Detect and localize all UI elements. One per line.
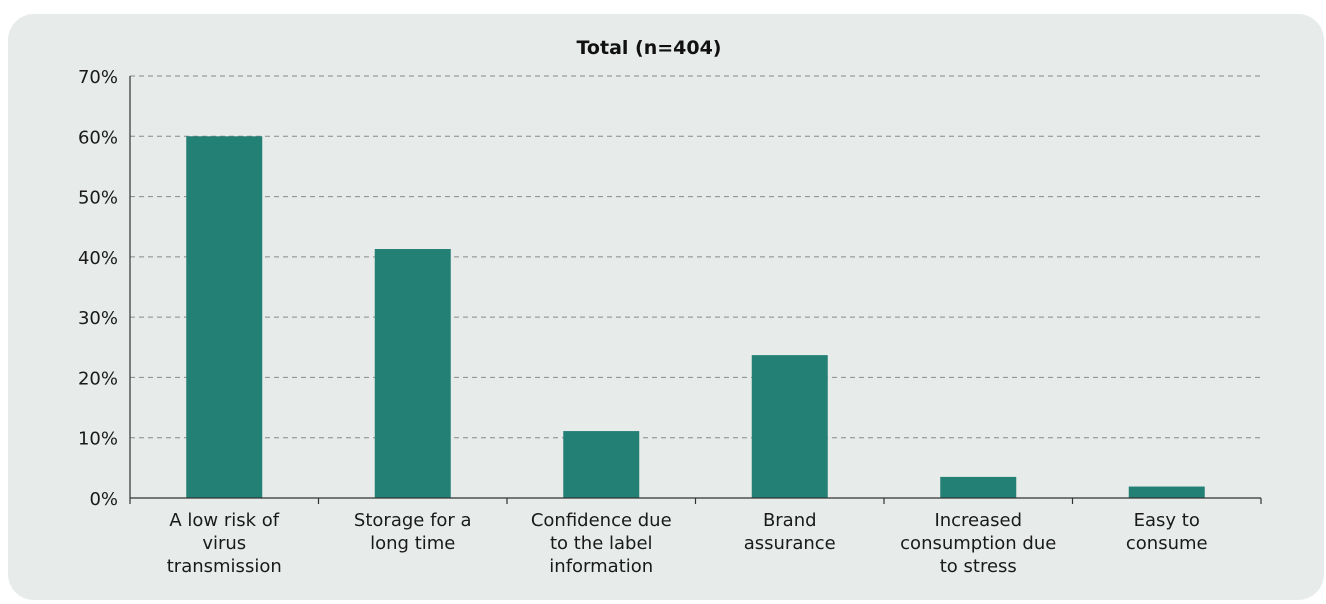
x-tick-label-line: long time: [370, 533, 455, 554]
x-tick-label-line: Brand: [763, 510, 817, 531]
bar-chart: 0% 10% 20% 30% 40% 50% 60% 70% A low risk of viru…: [78, 37, 1262, 577]
x-tick-label-line: transmission: [167, 556, 282, 577]
y-tick-label: 30%: [78, 308, 118, 329]
y-tick-label: 20%: [78, 368, 118, 389]
x-tick-label-line: to stress: [940, 556, 1017, 577]
bar: [374, 249, 451, 498]
bars: [186, 136, 1205, 498]
x-tick-label-line: assurance: [744, 533, 836, 554]
x-tick-label: A low risk of virus transmission: [167, 510, 282, 577]
x-tick-label: Storage for a long time: [354, 510, 472, 554]
chart-panel: 0% 10% 20% 30% 40% 50% 60% 70% A low risk of viru…: [8, 14, 1324, 600]
bar: [1128, 486, 1205, 498]
x-tick-label-line: Increased: [934, 510, 1022, 531]
x-tick-label: Increased consumption due to stress: [900, 510, 1056, 577]
axes: [129, 76, 1262, 504]
x-tick-label-line: A low risk of: [169, 510, 279, 531]
x-tick-label-line: Storage for a: [354, 510, 472, 531]
x-tick-label-line: virus: [202, 533, 246, 554]
bar: [186, 136, 263, 498]
x-tick-label-line: Easy to: [1134, 510, 1200, 531]
figure-caption-cut-off: [0, 0, 1326, 8]
x-tick-label-line: to the label: [550, 533, 653, 554]
bar: [940, 476, 1017, 498]
y-tick-label: 40%: [78, 248, 118, 269]
bar: [751, 355, 828, 498]
x-tick-label-line: consume: [1126, 533, 1208, 554]
x-tick-label-line: consumption due: [900, 533, 1056, 554]
x-tick-label: Easy to consume: [1126, 510, 1208, 554]
y-tick-label: 60%: [78, 127, 118, 148]
x-tick-label: Brand assurance: [744, 510, 836, 554]
y-tick-label: 0%: [89, 489, 118, 510]
x-tick-label: Confidence due to the label information: [531, 510, 672, 577]
y-tick-label: 50%: [78, 188, 118, 209]
x-tick-label-line: information: [549, 556, 653, 577]
chart-title: Total (n=404): [577, 37, 722, 59]
bar: [563, 431, 640, 498]
x-tick-label-line: Confidence due: [531, 510, 672, 531]
gridlines: [130, 75, 1261, 439]
y-tick-label: 70%: [78, 67, 118, 88]
tick-labels: 0% 10% 20% 30% 40% 50% 60% 70% A low risk of viru…: [78, 67, 1208, 577]
y-tick-label: 10%: [78, 429, 118, 450]
